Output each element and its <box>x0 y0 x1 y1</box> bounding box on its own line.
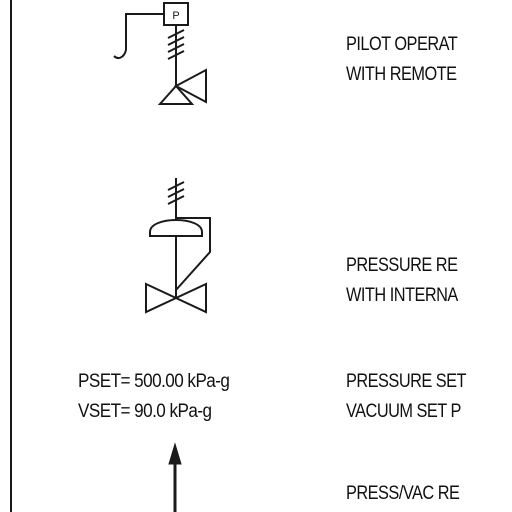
remote-sensing-line <box>125 13 164 50</box>
pilot-operated-valve-symbol <box>113 2 207 105</box>
valve-body-right <box>173 68 207 104</box>
valve-body-right-2 <box>173 282 207 314</box>
drawing-border-left <box>10 0 12 512</box>
press-vac-arrow-symbol <box>168 442 182 512</box>
remote-line-end <box>113 49 127 59</box>
vset-value: VSET= 90.0 kPa-g <box>78 401 212 422</box>
pset-value: PSET= 500.00 kPa-g <box>78 371 230 392</box>
press-vac-label: PRESS/VAC RE <box>346 479 460 509</box>
setpoint-values: PSET= 500.00 kPa-g VSET= 90.0 kPa-g <box>78 367 230 427</box>
valve-body-left <box>145 282 179 314</box>
press-vac-label-line1: PRESS/VAC RE <box>346 483 460 504</box>
regulator-label-line1: PRESSURE RE <box>346 255 458 276</box>
pilot-valve-label: PILOT OPERAT WITH REMOTE <box>346 30 458 90</box>
pilot-valve-label-line1: PILOT OPERAT <box>346 34 458 55</box>
regulator-label: PRESSURE RE WITH INTERNA <box>346 251 458 311</box>
diaphragm-actuator <box>149 219 203 237</box>
setpoint-label-line1: PRESSURE SET <box>346 371 467 392</box>
setpoint-label-line2: VACUUM SET P <box>346 401 461 422</box>
setpoint-label: PRESSURE SET VACUUM SET P <box>346 367 467 427</box>
regulator-label-line2: WITH INTERNA <box>346 285 458 306</box>
pilot-valve-label-line2: WITH REMOTE <box>346 64 457 85</box>
valve-body-bottom <box>157 84 195 105</box>
pressure-regulator-symbol <box>145 178 211 314</box>
pilot-box-letter: P <box>172 10 179 22</box>
internal-sensing-line <box>175 217 211 291</box>
